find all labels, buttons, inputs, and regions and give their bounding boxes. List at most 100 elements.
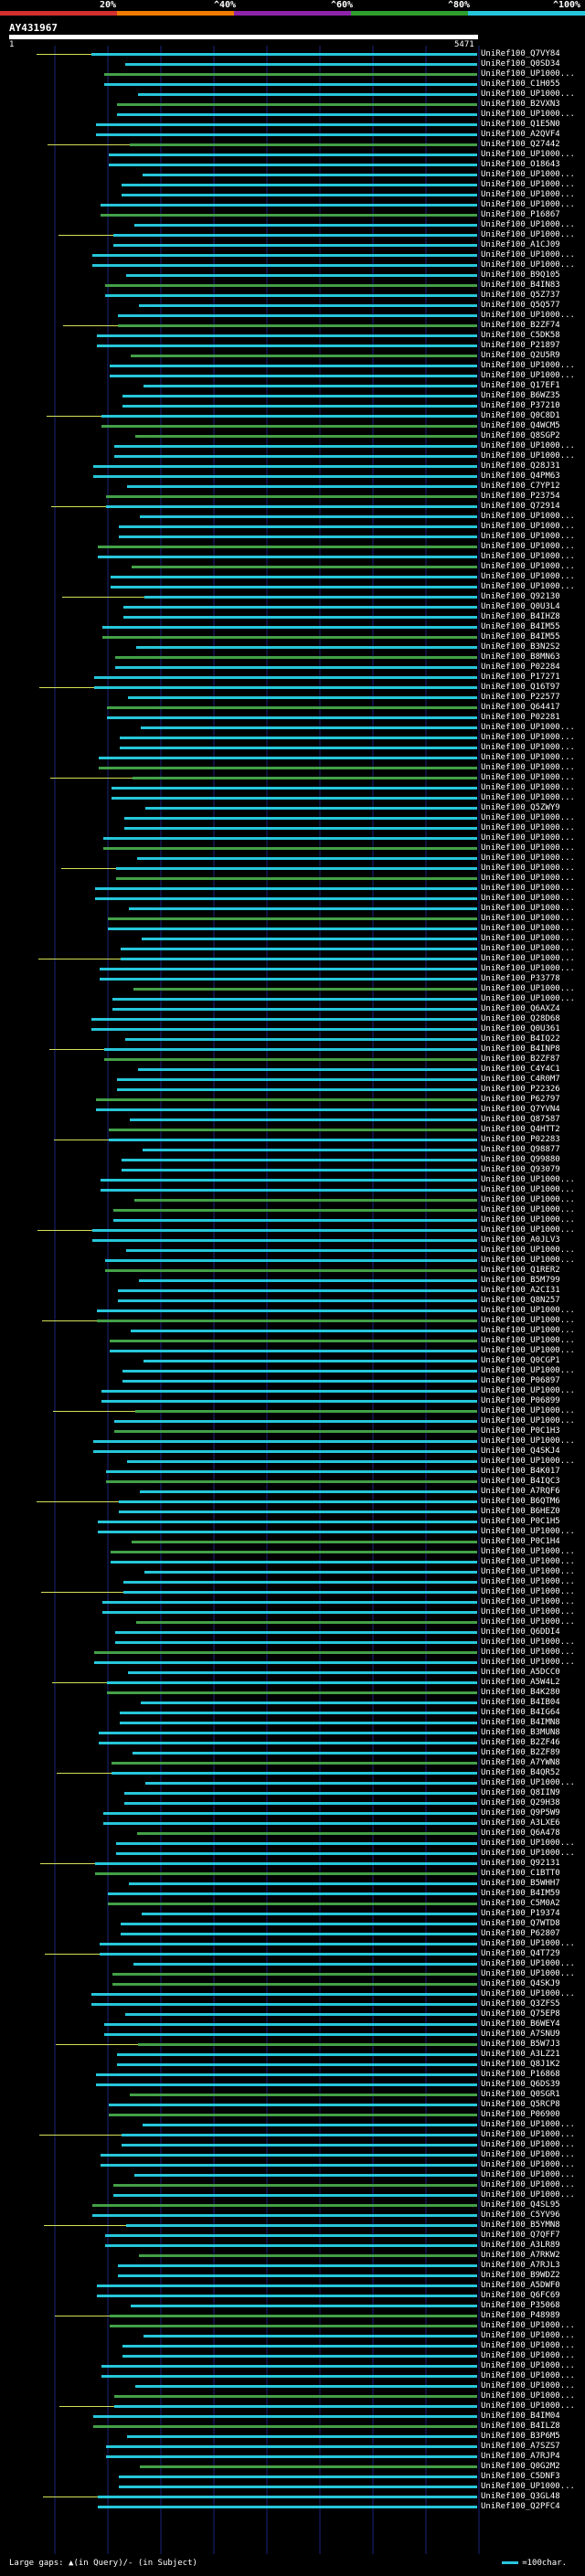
hit-row[interactable]: UniRef100_Q4WCM5: [0, 421, 585, 431]
hit-label[interactable]: UniRef100_UP1000...: [481, 1306, 575, 1315]
hit-label[interactable]: UniRef100_A7SZS7: [481, 2442, 560, 2451]
hit-row[interactable]: UniRef100_UP1000...: [0, 441, 585, 451]
hit-label[interactable]: UniRef100_B4IB04: [481, 1698, 560, 1707]
hit-label[interactable]: UniRef100_B4IQC3: [481, 1477, 560, 1486]
hit-label[interactable]: UniRef100_Q27442: [481, 140, 560, 149]
hit-label[interactable]: UniRef100_Q0U3L4: [481, 602, 560, 611]
hit-row[interactable]: UniRef100_A1CJ09: [0, 240, 585, 250]
hit-label[interactable]: UniRef100_UP1000...: [481, 1406, 575, 1415]
hit-row[interactable]: UniRef100_Q28D68: [0, 1014, 585, 1024]
hit-row[interactable]: UniRef100_UP1000...: [0, 2180, 585, 2190]
hit-row[interactable]: UniRef100_UP1000...: [0, 190, 585, 200]
hit-row[interactable]: UniRef100_B4INP8: [0, 1044, 585, 1055]
hit-row[interactable]: UniRef100_P23754: [0, 492, 585, 502]
hit-label[interactable]: UniRef100_UP1000...: [481, 260, 575, 270]
hit-label[interactable]: UniRef100_Q9P5W9: [481, 1808, 560, 1818]
hit-label[interactable]: UniRef100_A7RKW2: [481, 2251, 560, 2260]
hit-row[interactable]: UniRef100_UP1000...: [0, 69, 585, 80]
hit-label[interactable]: UniRef100_UP1000...: [481, 1587, 575, 1596]
hit-row[interactable]: UniRef100_P35068: [0, 2301, 585, 2311]
hit-label[interactable]: UniRef100_UP1000...: [481, 773, 575, 782]
hit-label[interactable]: UniRef100_A3LXE6: [481, 1818, 560, 1828]
hit-row[interactable]: UniRef100_B5W7J3: [0, 2040, 585, 2050]
hit-row[interactable]: UniRef100_Q0SD34: [0, 59, 585, 69]
hit-row[interactable]: UniRef100_Q4HTT2: [0, 1125, 585, 1135]
hit-row[interactable]: UniRef100_UP1000...: [0, 2150, 585, 2160]
hit-row[interactable]: UniRef100_UP1000...: [0, 894, 585, 904]
hit-label[interactable]: UniRef100_UP1000...: [481, 1597, 575, 1606]
hit-label[interactable]: UniRef100_UP1000...: [481, 1939, 575, 1948]
hit-row[interactable]: UniRef100_UP1000...: [0, 2321, 585, 2331]
hit-row[interactable]: UniRef100_UP1000...: [0, 1406, 585, 1416]
hit-row[interactable]: UniRef100_P02281: [0, 713, 585, 723]
hit-label[interactable]: UniRef100_B9Q105: [481, 270, 560, 280]
hit-row[interactable]: UniRef100_A2QVF4: [0, 130, 585, 140]
hit-row[interactable]: UniRef100_B4IM59: [0, 1889, 585, 1899]
hit-row[interactable]: UniRef100_P0C1H3: [0, 1426, 585, 1436]
hit-row[interactable]: UniRef100_Q8J1K2: [0, 2060, 585, 2070]
hit-label[interactable]: UniRef100_UP1000...: [481, 2120, 575, 2129]
hit-label[interactable]: UniRef100_Q16T97: [481, 683, 560, 692]
hit-label[interactable]: UniRef100_UP1000...: [481, 874, 575, 883]
hit-label[interactable]: UniRef100_B4QR52: [481, 1768, 560, 1777]
hit-label[interactable]: UniRef100_Q5Z737: [481, 291, 560, 300]
hit-row[interactable]: UniRef100_P19374: [0, 1909, 585, 1919]
hit-row[interactable]: UniRef100_B6WZ35: [0, 391, 585, 401]
hit-label[interactable]: UniRef100_B3N2S2: [481, 642, 560, 652]
hit-label[interactable]: UniRef100_A7RJP4: [481, 2452, 560, 2461]
hit-row[interactable]: UniRef100_UP1000...: [0, 542, 585, 552]
hit-label[interactable]: UniRef100_UP1000...: [481, 69, 575, 79]
hit-label[interactable]: UniRef100_UP1000...: [481, 1638, 575, 1647]
hit-row[interactable]: UniRef100_Q2PFC4: [0, 2502, 585, 2512]
hit-row[interactable]: UniRef100_UP1000...: [0, 1306, 585, 1316]
hit-label[interactable]: UniRef100_UP1000...: [481, 1386, 575, 1395]
hit-row[interactable]: UniRef100_UP1000...: [0, 2482, 585, 2492]
hit-label[interactable]: UniRef100_Q4SKJ4: [481, 1447, 560, 1456]
hit-label[interactable]: UniRef100_Q93079: [481, 1165, 560, 1174]
hit-row[interactable]: UniRef100_Q6FC69: [0, 2291, 585, 2301]
hit-label[interactable]: UniRef100_B4IM55: [481, 622, 560, 631]
hit-row[interactable]: UniRef100_P48989: [0, 2311, 585, 2321]
hit-label[interactable]: UniRef100_Q0SD34: [481, 59, 560, 69]
hit-label[interactable]: UniRef100_UP1000...: [481, 582, 575, 591]
hit-row[interactable]: UniRef100_B4IQC3: [0, 1477, 585, 1487]
hit-label[interactable]: UniRef100_Q0CGP1: [481, 1356, 560, 1365]
hit-row[interactable]: UniRef100_UP1000...: [0, 311, 585, 321]
hit-row[interactable]: UniRef100_UP1000...: [0, 552, 585, 562]
hit-row[interactable]: UniRef100_Q29H38: [0, 1798, 585, 1808]
hit-label[interactable]: UniRef100_UP1000...: [481, 2180, 575, 2189]
hit-label[interactable]: UniRef100_UP1000...: [481, 843, 575, 853]
hit-label[interactable]: UniRef100_O18643: [481, 160, 560, 169]
hit-row[interactable]: UniRef100_UP1000...: [0, 843, 585, 853]
hit-row[interactable]: UniRef100_P62797: [0, 1095, 585, 1105]
hit-row[interactable]: UniRef100_B4IM55: [0, 622, 585, 632]
hit-row[interactable]: UniRef100_UP1000...: [0, 2361, 585, 2371]
hit-row[interactable]: UniRef100_A0JLV3: [0, 1235, 585, 1246]
hit-label[interactable]: UniRef100_C7YP12: [481, 482, 560, 491]
hit-label[interactable]: UniRef100_P16868: [481, 2070, 560, 2079]
hit-row[interactable]: UniRef100_UP1000...: [0, 1457, 585, 1467]
hit-row[interactable]: UniRef100_A7RKW2: [0, 2251, 585, 2261]
hit-label[interactable]: UniRef100_Q92131: [481, 1859, 560, 1868]
hit-label[interactable]: UniRef100_UP1000...: [481, 2190, 575, 2200]
hit-label[interactable]: UniRef100_UP1000...: [481, 1205, 575, 1214]
hit-label[interactable]: UniRef100_UP1000...: [481, 230, 575, 239]
hit-label[interactable]: UniRef100_B4IQ22: [481, 1034, 560, 1044]
hit-row[interactable]: UniRef100_UP1000...: [0, 984, 585, 994]
hit-label[interactable]: UniRef100_Q3ZFS5: [481, 1999, 560, 2009]
hit-row[interactable]: UniRef100_C5YV96: [0, 2210, 585, 2221]
hit-row[interactable]: UniRef100_UP1000...: [0, 1416, 585, 1426]
hit-label[interactable]: UniRef100_UP1000...: [481, 1607, 575, 1617]
hit-row[interactable]: UniRef100_UP1000...: [0, 934, 585, 944]
hit-row[interactable]: UniRef100_UP1000...: [0, 853, 585, 864]
hit-row[interactable]: UniRef100_B6WEY4: [0, 2019, 585, 2030]
hit-row[interactable]: UniRef100_UP1000...: [0, 1959, 585, 1969]
hit-label[interactable]: UniRef100_P06897: [481, 1376, 560, 1385]
hit-label[interactable]: UniRef100_C5M0A2: [481, 1899, 560, 1908]
hit-label[interactable]: UniRef100_UP1000...: [481, 884, 575, 893]
hit-row[interactable]: UniRef100_UP1000...: [0, 1527, 585, 1537]
hit-label[interactable]: UniRef100_P37210: [481, 401, 560, 410]
hit-row[interactable]: UniRef100_UP1000...: [0, 562, 585, 572]
hit-label[interactable]: UniRef100_UP1000...: [481, 2381, 575, 2390]
hit-label[interactable]: UniRef100_B4K280: [481, 1688, 560, 1697]
